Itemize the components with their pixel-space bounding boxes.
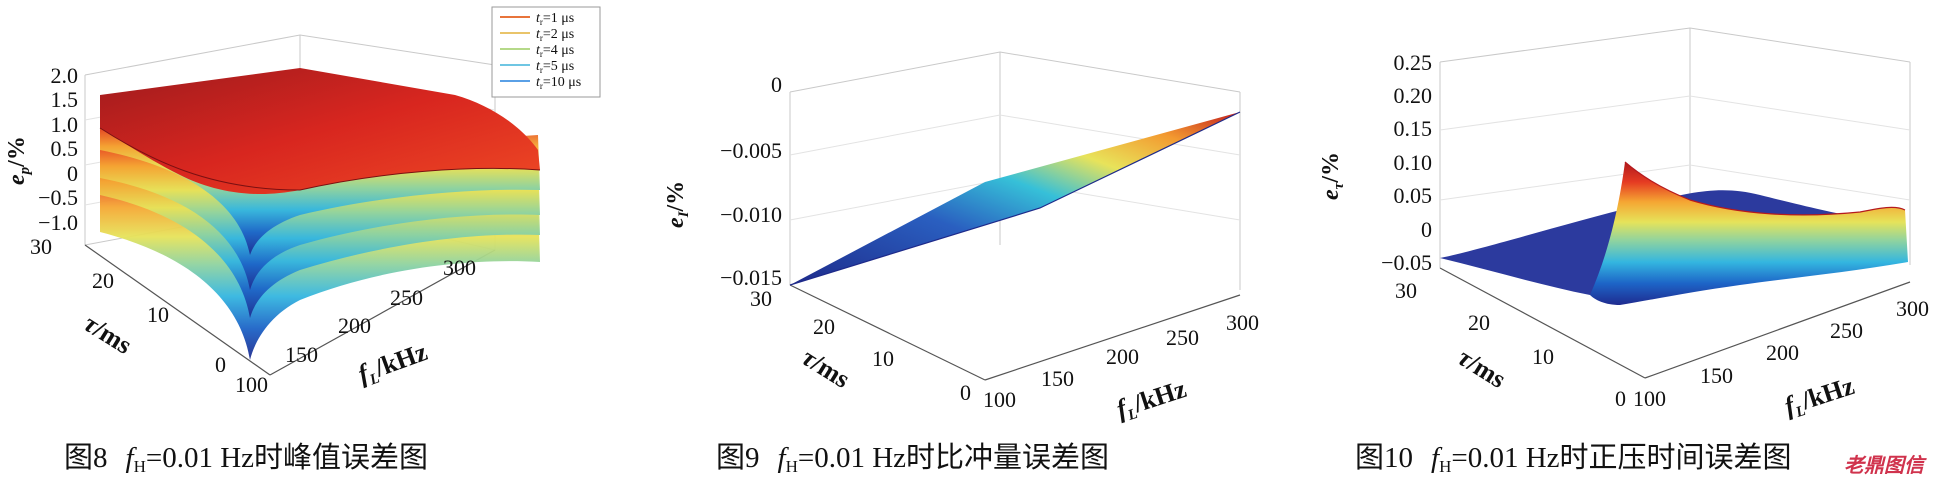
fig10-x-tick: 150 bbox=[1700, 363, 1733, 388]
fig8-z-label: ep/% bbox=[4, 136, 33, 185]
fig9-y-tick: 20 bbox=[813, 314, 835, 339]
fig9-floor bbox=[789, 284, 1241, 381]
fig9-y-label: τ/ms bbox=[797, 342, 855, 393]
fig9-z-tick: −0.005 bbox=[720, 138, 782, 163]
fig10-y-ticks: 30 20 10 0 bbox=[1395, 278, 1626, 411]
fig10-z-tick: 0.20 bbox=[1394, 83, 1433, 108]
fig10-axes-box bbox=[1439, 27, 1911, 268]
fig8-legend-label: tr=10 μs bbox=[536, 75, 581, 91]
fig9-x-tick: 250 bbox=[1166, 325, 1199, 350]
fig9-y-ticks: 30 20 10 0 bbox=[750, 286, 971, 405]
fig10-x-tick: 300 bbox=[1896, 296, 1929, 321]
fig8-z-tick: −1.0 bbox=[38, 210, 78, 235]
fig9-x-tick: 200 bbox=[1106, 344, 1139, 369]
fig9-x-ticks: 100 150 200 250 300 bbox=[983, 310, 1259, 412]
watermark: 老鼎图信 bbox=[1844, 455, 1924, 477]
fig8-y-tick: 10 bbox=[147, 302, 169, 327]
fig8-legend-label: tr=1 μs bbox=[536, 11, 574, 27]
fig10-ridge-edge bbox=[1624, 161, 1906, 216]
fig10-caption: 图10 fH=0.01 Hz时正压时间误差图 bbox=[1355, 441, 1792, 476]
fig8-x-tick: 300 bbox=[443, 255, 476, 280]
fig10-z-tick: 0.15 bbox=[1394, 116, 1433, 141]
fig8-z-tick: 0 bbox=[67, 161, 78, 186]
fig9-y-tick: 30 bbox=[750, 286, 772, 311]
fig9-z-tick: −0.010 bbox=[720, 202, 782, 227]
fig8-z-tick: 0.5 bbox=[51, 136, 79, 161]
fig8-y-tick: 20 bbox=[92, 268, 114, 293]
fig10-y-label: τ/ms bbox=[1453, 342, 1511, 393]
fig10-z-ticks: 0.25 0.20 0.15 0.10 0.05 0 −0.05 bbox=[1381, 50, 1432, 275]
figure-9: 0 −0.005 −0.010 −0.015 eI/% 30 20 10 0 τ… bbox=[663, 51, 1259, 476]
fig9-z-ticks: 0 −0.005 −0.010 −0.015 bbox=[720, 72, 782, 290]
fig8-surface-tr1 bbox=[100, 68, 540, 195]
fig8-y-tick: 0 bbox=[215, 352, 226, 377]
fig8-z-ticks: 2.0 1.5 1.0 0.5 0 −0.5 −1.0 bbox=[38, 63, 78, 235]
fig10-z-label: eτ/% bbox=[1318, 152, 1347, 200]
fig10-x-tick: 250 bbox=[1830, 318, 1863, 343]
fig8-y-ticks: 30 20 10 0 bbox=[30, 234, 226, 377]
fig10-z-tick: 0 bbox=[1421, 217, 1432, 242]
figure-10: 0.25 0.20 0.15 0.10 0.05 0 −0.05 eτ/% 30… bbox=[1318, 27, 1929, 476]
fig8-x-tick: 250 bbox=[390, 285, 423, 310]
fig9-y-tick: 0 bbox=[960, 380, 971, 405]
fig8-floor bbox=[84, 244, 496, 376]
fig9-caption: 图9 fH=0.01 Hz时比冲量误差图 bbox=[716, 441, 1109, 476]
fig8-z-tick: 2.0 bbox=[51, 63, 79, 88]
fig9-x-tick: 300 bbox=[1226, 310, 1259, 335]
fig8-y-label: τ/ms bbox=[79, 308, 137, 359]
fig10-surface-ridge bbox=[1590, 162, 1908, 305]
fig10-y-tick: 30 bbox=[1395, 278, 1417, 303]
fig8-legend-label: tr=2 μs bbox=[536, 27, 574, 43]
fig10-x-tick: 200 bbox=[1766, 340, 1799, 365]
fig8-z-tick: 1.5 bbox=[51, 87, 79, 112]
fig9-surface-edge bbox=[789, 111, 1241, 286]
fig10-z-tick: 0.10 bbox=[1394, 150, 1433, 175]
fig9-y-tick: 10 bbox=[872, 346, 894, 371]
fig8-x-tick: 100 bbox=[235, 372, 268, 397]
fig10-z-tick: −0.05 bbox=[1381, 250, 1432, 275]
fig9-z-label: eI/% bbox=[663, 181, 692, 228]
fig9-x-label: fL/kHz bbox=[1113, 374, 1191, 426]
fig8-x-tick: 200 bbox=[338, 313, 371, 338]
fig9-x-tick: 150 bbox=[1041, 366, 1074, 391]
fig8-y-tick: 30 bbox=[30, 234, 52, 259]
fig8-x-label: fL/kHz bbox=[354, 337, 432, 391]
fig8-z-tick: 1.0 bbox=[51, 112, 79, 137]
fig10-y-tick: 10 bbox=[1532, 344, 1554, 369]
fig10-x-ticks: 100 150 200 250 300 bbox=[1633, 296, 1929, 411]
fig8-z-tick: −0.5 bbox=[38, 185, 78, 210]
fig10-y-tick: 0 bbox=[1615, 386, 1626, 411]
fig8-caption: 图8 fH=0.01 Hz时峰值误差图 bbox=[64, 441, 428, 476]
fig10-y-tick: 20 bbox=[1468, 310, 1490, 335]
fig9-z-tick: 0 bbox=[771, 72, 782, 97]
fig8-legend-label: tr=4 μs bbox=[536, 43, 574, 59]
figure-8: 2.0 1.5 1.0 0.5 0 −0.5 −1.0 ep/% 30 20 1… bbox=[4, 6, 601, 476]
fig10-floor bbox=[1439, 267, 1911, 379]
fig10-z-tick: 0.05 bbox=[1394, 183, 1433, 208]
fig8-x-tick: 150 bbox=[285, 342, 318, 367]
fig8-x-ticks: 100 150 200 250 300 bbox=[235, 255, 476, 397]
fig8-surface-tr1-ridge bbox=[99, 127, 541, 191]
fig9-surface bbox=[790, 112, 1240, 285]
fig9-x-tick: 100 bbox=[983, 387, 1016, 412]
fig8-legend-label: tr=5 μs bbox=[536, 59, 574, 75]
fig10-z-tick: 0.25 bbox=[1394, 50, 1433, 75]
fig10-x-label: fL/kHz bbox=[1781, 371, 1859, 423]
fig9-z-tick: −0.015 bbox=[720, 265, 782, 290]
fig8-surfaces bbox=[99, 68, 541, 360]
fig10-x-tick: 100 bbox=[1633, 386, 1666, 411]
